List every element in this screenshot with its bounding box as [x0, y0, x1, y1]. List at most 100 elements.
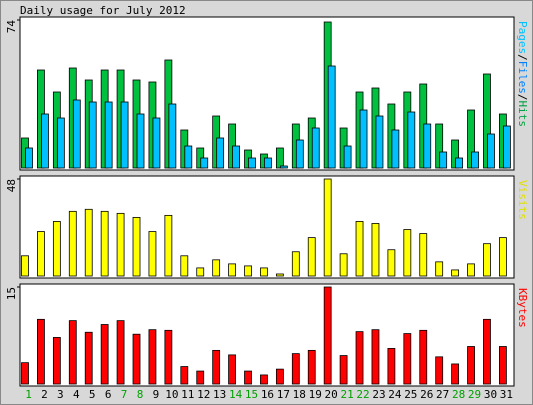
bar [279, 165, 288, 169]
bar [451, 363, 460, 385]
bar [451, 269, 460, 277]
bar [116, 320, 125, 385]
bar [467, 346, 475, 385]
legend-entry: Visits [516, 180, 529, 220]
y-tick-label: 74 [5, 20, 18, 34]
bar [355, 331, 364, 385]
bar [168, 103, 177, 169]
bar [359, 109, 368, 169]
bar [148, 231, 157, 277]
bar [180, 366, 189, 385]
bar [391, 129, 400, 169]
bar [498, 237, 507, 277]
bar [371, 329, 380, 385]
bar [371, 223, 380, 277]
legend: Visits [516, 180, 529, 220]
x-tick-label: 23 [372, 388, 385, 401]
bar [451, 139, 460, 169]
x-tick-label: 7 [121, 388, 128, 401]
x-tick-label: 2 [41, 388, 48, 401]
legend-entry: Files [516, 61, 529, 94]
bar [275, 147, 284, 169]
x-tick-label: 24 [388, 388, 402, 401]
x-tick-label: 26 [420, 388, 433, 401]
x-tick-label: 22 [356, 388, 369, 401]
bar [200, 157, 209, 169]
bar [37, 318, 45, 385]
chart-title: Daily usage for July 2012 [20, 4, 186, 17]
x-tick-label: 9 [153, 388, 160, 401]
bar [498, 346, 507, 385]
bar [323, 286, 332, 385]
bar [196, 267, 205, 277]
bar [291, 353, 300, 385]
x-tick-label: 1 [25, 388, 32, 401]
bar [355, 221, 364, 277]
bar [455, 157, 464, 169]
x-tick-label: 10 [165, 388, 178, 401]
bar [407, 111, 416, 169]
bar [132, 333, 141, 385]
bar [487, 133, 495, 169]
x-tick-label: 16 [261, 388, 274, 401]
bar [403, 333, 412, 385]
x-tick-label: 4 [73, 388, 80, 401]
bar [375, 115, 384, 169]
bar [471, 151, 479, 169]
bar [180, 255, 189, 277]
x-tick-label: 18 [293, 388, 306, 401]
bar [72, 99, 81, 169]
x-tick-label: 31 [500, 388, 513, 401]
bar [104, 101, 113, 169]
x-tick-label: 20 [325, 388, 338, 401]
bar [483, 318, 491, 385]
x-tick-label: 25 [404, 388, 417, 401]
bar [212, 259, 221, 277]
bar [244, 265, 252, 277]
bar [323, 178, 332, 277]
bar [52, 337, 61, 385]
x-tick-label: 8 [137, 388, 144, 401]
bar [423, 123, 432, 169]
bar [68, 210, 77, 277]
bar [307, 349, 316, 385]
bar [232, 145, 240, 169]
x-tick-label: 30 [484, 388, 497, 401]
x-tick-label: 13 [213, 388, 226, 401]
x-tick-label: 19 [309, 388, 322, 401]
bar [136, 113, 145, 169]
bar [307, 237, 316, 277]
x-tick-label: 14 [229, 388, 243, 401]
bar [260, 374, 268, 385]
bar [435, 123, 444, 169]
x-tick-label: 15 [245, 388, 258, 401]
x-tick-label: 17 [277, 388, 290, 401]
x-tick-label: 11 [181, 388, 194, 401]
bar [403, 229, 412, 277]
bar [164, 214, 173, 277]
bar [228, 263, 236, 277]
legend-entry: Hits [516, 101, 529, 128]
x-tick-label: 12 [197, 388, 210, 401]
bar [419, 329, 428, 385]
bar [387, 348, 396, 385]
bar [291, 251, 300, 277]
bar [84, 331, 93, 385]
x-tick-label: 5 [89, 388, 96, 401]
y-tick-label: 48 [5, 179, 18, 192]
bar [327, 65, 336, 169]
bar [419, 233, 428, 277]
bar [116, 212, 125, 277]
bar [343, 145, 352, 169]
bar [248, 157, 256, 169]
bar [483, 243, 491, 277]
legend: KBytes [516, 288, 529, 328]
bar [264, 157, 272, 169]
legend: Pages/Files/Hits [516, 21, 529, 127]
bar [295, 139, 304, 169]
bar [37, 231, 45, 277]
bar [21, 255, 29, 277]
bar [84, 208, 93, 277]
bar [25, 147, 33, 169]
bar [339, 253, 348, 277]
